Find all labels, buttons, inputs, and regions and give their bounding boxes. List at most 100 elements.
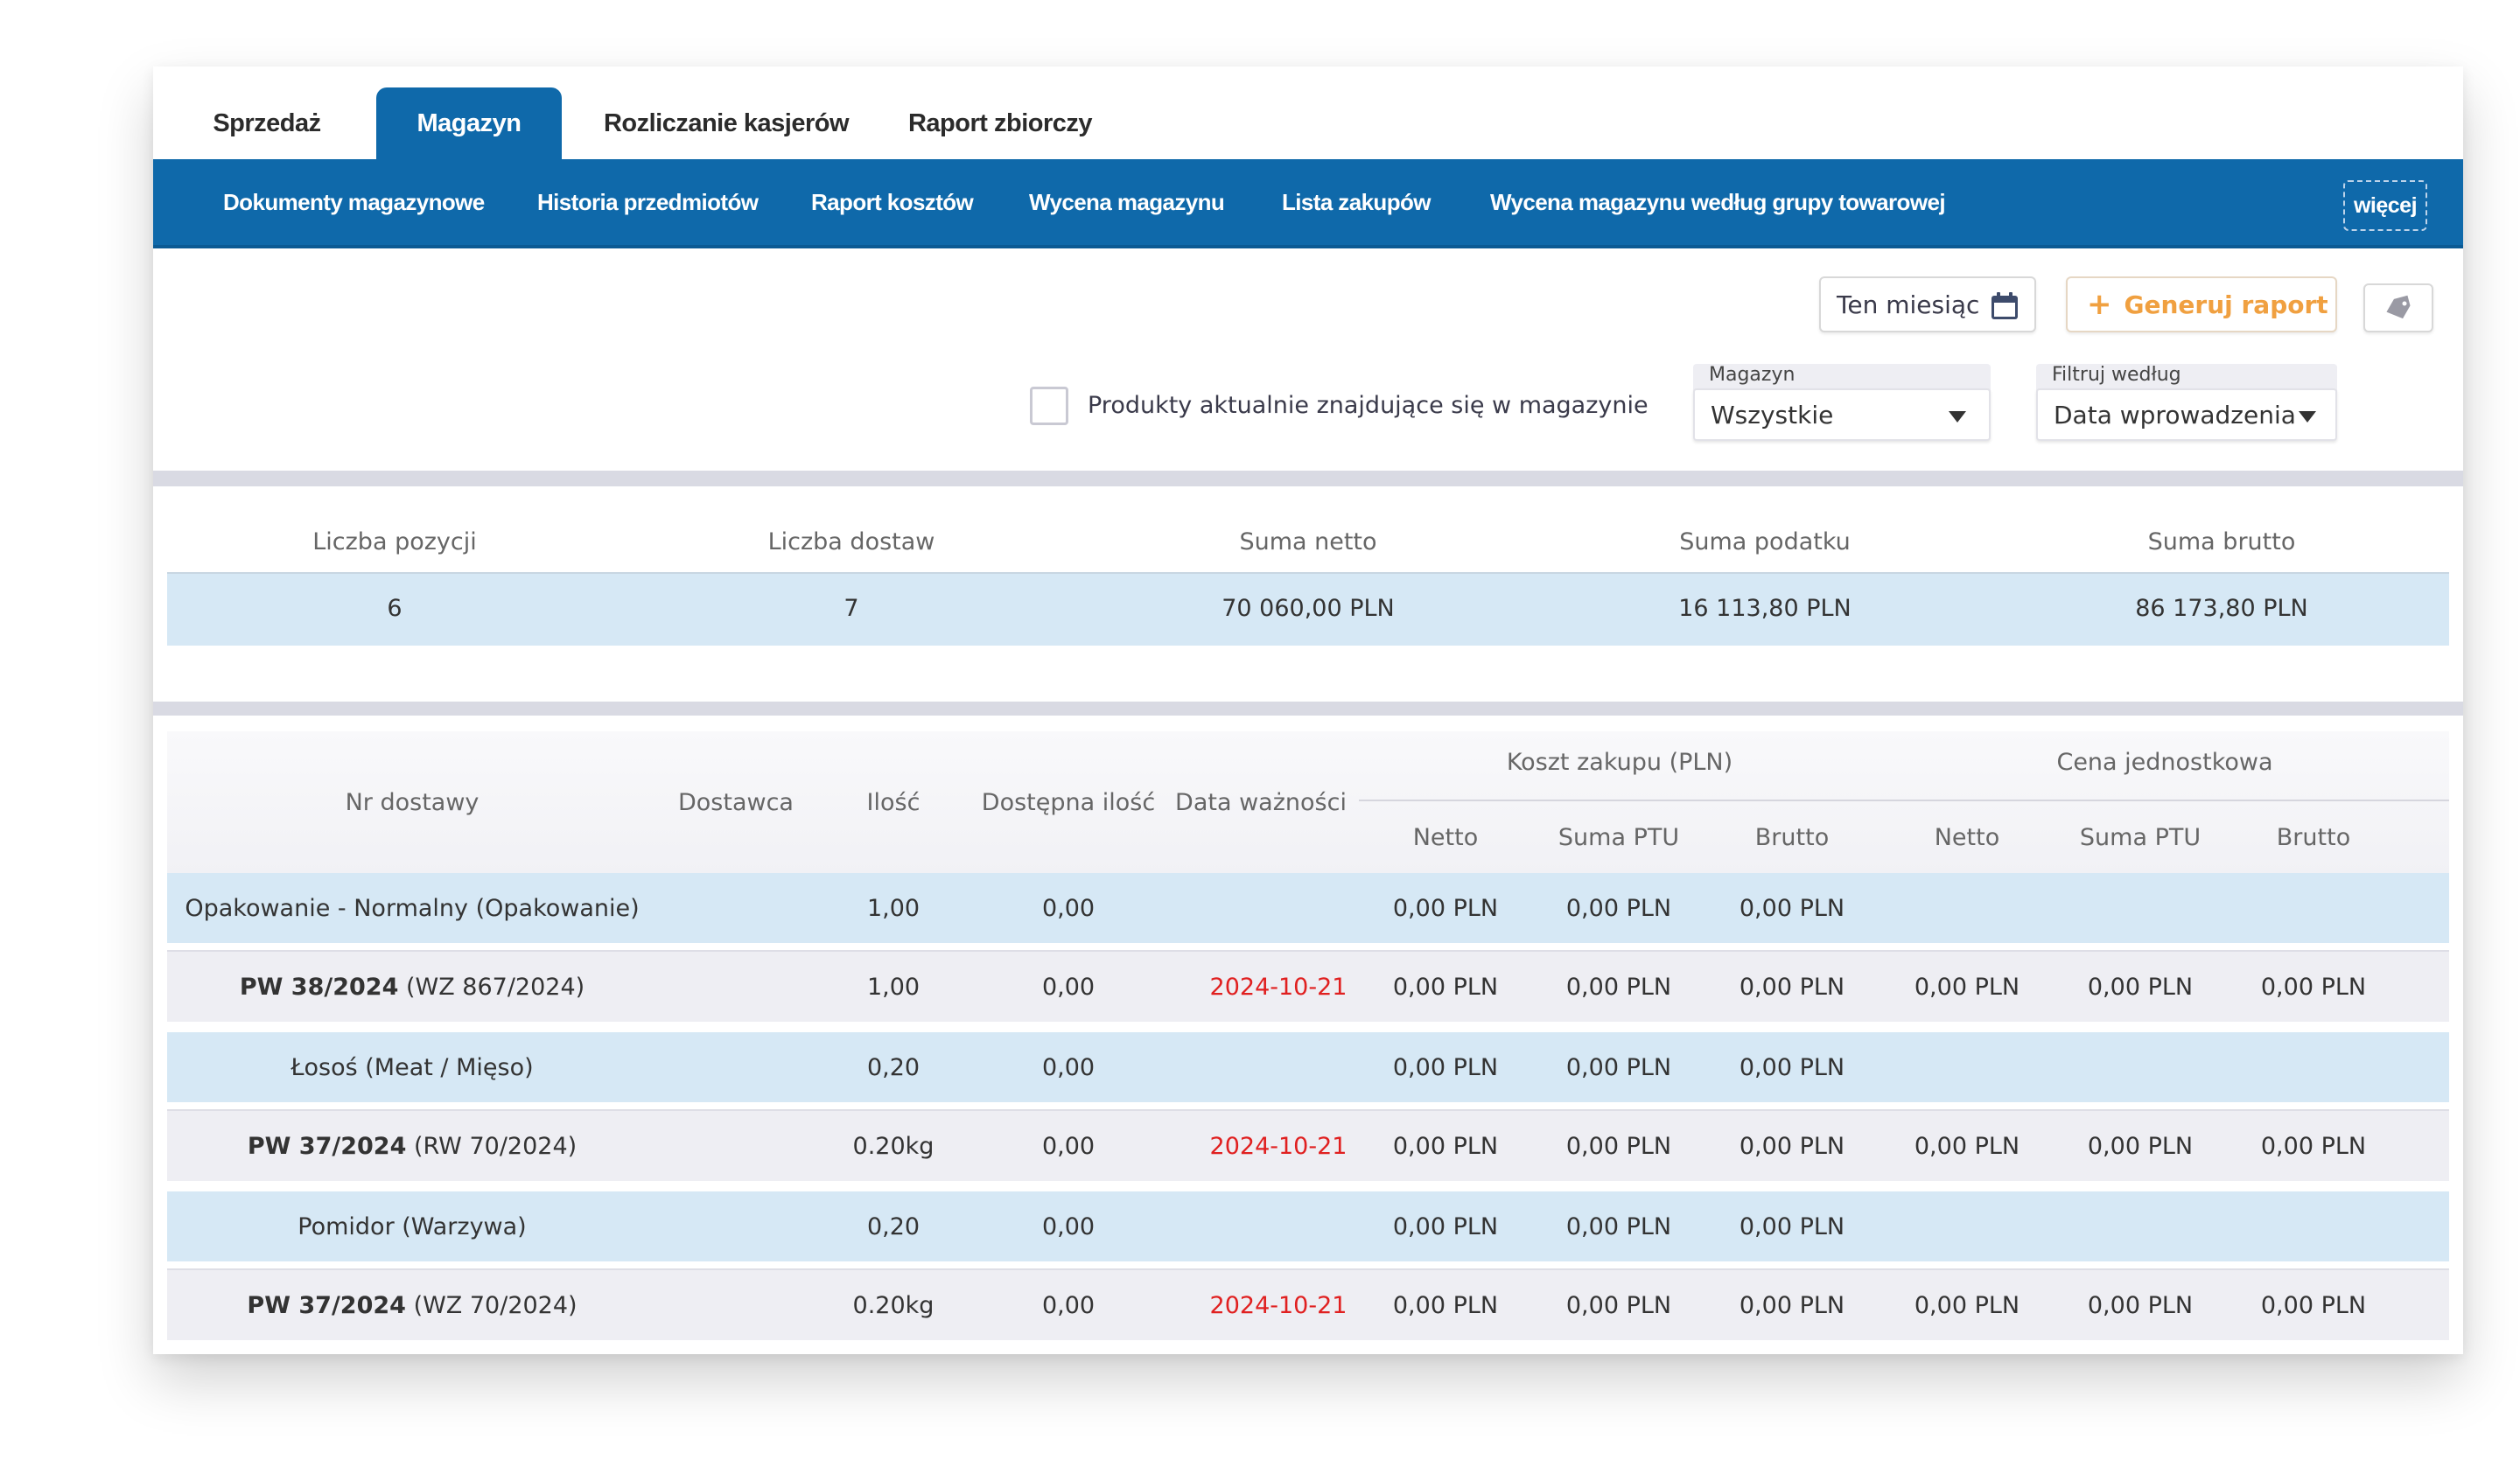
- cell-data-waznosci: 2024-10-21: [1209, 1132, 1348, 1160]
- cell-ilosc: 0.20kg: [852, 1132, 934, 1160]
- table-row[interactable]: Opakowanie - Normalny (Opakowanie) 1,00 …: [167, 873, 2449, 943]
- table-row[interactable]: Pomidor (Warzywa) 0,20 0,00 0,00 PLN 0,0…: [167, 1191, 2449, 1261]
- cell-cena-netto: 0,00 PLN: [1914, 973, 2020, 1001]
- cell-cena-ptu: 0,00 PLN: [2087, 973, 2194, 1001]
- summary-value-pozycje: 6: [387, 595, 402, 622]
- cell-koszt-brutto: 0,00 PLN: [1739, 1212, 1845, 1240]
- table-row[interactable]: Łosoś (Meat / Mięso) 0,20 0,00 0,00 PLN …: [167, 1032, 2449, 1102]
- cell-cena-ptu: 0,00 PLN: [2087, 1132, 2194, 1160]
- delivery-ref: (RW 70/2024): [413, 1132, 578, 1160]
- cell-ilosc: 0.20kg: [852, 1291, 934, 1319]
- summary-value-podatek: 16 113,80 PLN: [1678, 595, 1852, 622]
- cell-koszt-ptu: 0,00 PLN: [1565, 1132, 1672, 1160]
- cell-koszt-brutto: 0,00 PLN: [1739, 1291, 1845, 1319]
- date-range-button[interactable]: Ten miesiąc: [1819, 276, 2036, 332]
- cell-cena-brutto: 0,00 PLN: [2260, 1291, 2367, 1319]
- header-koszt-netto: Netto: [1412, 824, 1479, 851]
- filter-select[interactable]: Data wprowadzenia: [2036, 388, 2337, 441]
- cell-dostepna: 0,00: [1041, 1132, 1096, 1160]
- more-button[interactable]: więcej: [2343, 180, 2427, 231]
- table-header: Nr dostawy Dostawca Ilość Dostępna ilość…: [167, 731, 2449, 873]
- plus-icon: +: [2087, 287, 2112, 322]
- tag-button[interactable]: [2363, 283, 2433, 332]
- cell-koszt-netto: 0,00 PLN: [1392, 1053, 1499, 1081]
- cell-koszt-brutto: 0,00 PLN: [1739, 973, 1845, 1001]
- table-row[interactable]: PW 38/2024 (WZ 867/2024) 1,00 0,00 2024-…: [167, 950, 2449, 1022]
- cell-koszt-netto: 0,00 PLN: [1392, 1212, 1499, 1240]
- header-koszt-brutto: Brutto: [1754, 824, 1830, 851]
- tag-icon: [2386, 295, 2411, 319]
- table-row[interactable]: PW 37/2024 (RW 70/2024) 0.20kg 0,00 2024…: [167, 1109, 2449, 1181]
- cell-koszt-brutto: 0,00 PLN: [1739, 1053, 1845, 1081]
- generate-report-label: Generuj raport: [2124, 290, 2328, 319]
- header-koszt-zakupu: Koszt zakupu (PLN): [1506, 749, 1733, 776]
- sub-navigation: Dokumenty magazynowe Historia przedmiotó…: [153, 159, 2463, 248]
- subnav-wycena-wg-grupy[interactable]: Wycena magazynu według grupy towarowej: [1490, 188, 1946, 215]
- cell-delivery: PW 37/2024 (WZ 70/2024): [167, 1270, 657, 1340]
- cell-product-name: Opakowanie - Normalny (Opakowanie): [185, 894, 640, 922]
- header-cena-brutto: Brutto: [2276, 824, 2351, 851]
- table-row[interactable]: PW 37/2024 (WZ 70/2024) 0.20kg 0,00 2024…: [167, 1268, 2449, 1340]
- cell-koszt-netto: 0,00 PLN: [1392, 1291, 1499, 1319]
- main-tabs: Sprzedaż Magazyn Rozliczanie kasjerów Ra…: [153, 66, 2463, 159]
- subnav-raport-kosztow[interactable]: Raport kosztów: [811, 188, 974, 215]
- chevron-down-icon: [1949, 411, 1966, 423]
- in-stock-checkbox[interactable]: [1030, 387, 1068, 425]
- summary-value-brutto: 86 173,80 PLN: [2135, 595, 2308, 622]
- header-cena-suma-ptu: Suma PTU: [2079, 824, 2202, 851]
- summary-header-netto: Suma netto: [1239, 528, 1377, 555]
- chevron-down-icon: [2299, 411, 2316, 423]
- cell-koszt-ptu: 0,00 PLN: [1565, 1212, 1672, 1240]
- delivery-doc: PW 38/2024: [239, 973, 399, 1001]
- cell-data-waznosci: 2024-10-21: [1209, 973, 1348, 1001]
- subnav-lista-zakupow[interactable]: Lista zakupów: [1282, 188, 1432, 215]
- header-data-waznosci: Data ważności: [1175, 789, 1347, 816]
- header-nr-dostawy: Nr dostawy: [345, 789, 480, 816]
- cell-ilosc: 1,00: [866, 894, 920, 922]
- header-dostepna-ilosc: Dostępna ilość: [981, 789, 1156, 816]
- tab-rozliczanie-kasjerow[interactable]: Rozliczanie kasjerów: [603, 108, 850, 137]
- cell-ilosc: 0,20: [866, 1053, 920, 1081]
- cell-dostepna: 0,00: [1041, 894, 1096, 922]
- cell-data-waznosci: 2024-10-21: [1209, 1291, 1348, 1319]
- in-stock-label: Produkty aktualnie znajdujące się w maga…: [1088, 392, 1648, 419]
- header-cena-jednostkowa: Cena jednostkowa: [2056, 749, 2273, 776]
- generate-report-button[interactable]: + Generuj raport: [2066, 276, 2337, 332]
- cell-cena-netto: 0,00 PLN: [1914, 1291, 2020, 1319]
- header-group-divider: [1359, 800, 2449, 801]
- summary-value-dostawy: 7: [844, 595, 859, 622]
- subnav-historia-przedmiotow[interactable]: Historia przedmiotów: [537, 188, 759, 215]
- header-cena-netto: Netto: [1934, 824, 2000, 851]
- tab-raport-zbiorczy[interactable]: Raport zbiorczy: [907, 108, 1093, 137]
- report-panel: Sprzedaż Magazyn Rozliczanie kasjerów Ra…: [153, 66, 2463, 1354]
- summary-header-podatek: Suma podatku: [1679, 528, 1851, 555]
- filter-value: Data wprowadzenia: [2054, 400, 2296, 430]
- delivery-doc: PW 37/2024: [247, 1291, 406, 1319]
- header-dostawca: Dostawca: [678, 789, 794, 816]
- cell-koszt-netto: 0,00 PLN: [1392, 973, 1499, 1001]
- delivery-ref: (WZ 70/2024): [413, 1291, 578, 1319]
- cell-product-name: Łosoś (Meat / Mięso): [290, 1053, 534, 1081]
- cell-product-name: Pomidor (Warzywa): [298, 1212, 527, 1240]
- summary-row: 6 7 70 060,00 PLN 16 113,80 PLN 86 173,8…: [167, 572, 2449, 646]
- header-ilosc: Ilość: [866, 789, 920, 816]
- cell-koszt-ptu: 0,00 PLN: [1565, 1053, 1672, 1081]
- cell-delivery: PW 37/2024 (RW 70/2024): [167, 1111, 657, 1181]
- cell-ilosc: 0,20: [866, 1212, 920, 1240]
- cell-koszt-brutto: 0,00 PLN: [1739, 894, 1845, 922]
- warehouse-select[interactable]: Wszystkie: [1693, 388, 1991, 441]
- tab-sprzedaz[interactable]: Sprzedaż: [213, 108, 321, 137]
- cell-cena-netto: 0,00 PLN: [1914, 1132, 2020, 1160]
- cell-koszt-brutto: 0,00 PLN: [1739, 1132, 1845, 1160]
- warehouse-value: Wszystkie: [1711, 400, 1834, 430]
- warehouse-select-group: Magazyn Wszystkie: [1693, 364, 1991, 443]
- cell-koszt-netto: 0,00 PLN: [1392, 1132, 1499, 1160]
- cell-cena-brutto: 0,00 PLN: [2260, 1132, 2367, 1160]
- subnav-dokumenty-magazynowe[interactable]: Dokumenty magazynowe: [223, 188, 485, 215]
- tab-magazyn[interactable]: Magazyn: [376, 87, 562, 159]
- summary-header-brutto: Suma brutto: [2147, 528, 2296, 555]
- delivery-doc: PW 37/2024: [247, 1132, 407, 1160]
- cell-dostepna: 0,00: [1041, 1212, 1096, 1240]
- cell-koszt-netto: 0,00 PLN: [1392, 894, 1499, 922]
- subnav-wycena-magazynu[interactable]: Wycena magazynu: [1029, 188, 1225, 215]
